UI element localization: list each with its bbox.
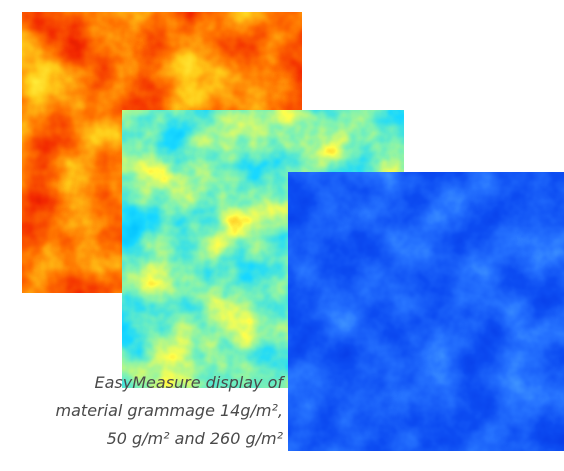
caption-line: 50 g/m² and 260 g/m² [107, 429, 284, 448]
figure: EasyMeasure display of material grammage… [0, 0, 564, 471]
heatmap-260 [288, 172, 564, 451]
page: EasyMeasure display of material grammage… [0, 0, 564, 471]
caption-line: EasyMeasure display of [95, 373, 286, 392]
caption-line: material grammage 14g/m², [56, 401, 283, 420]
